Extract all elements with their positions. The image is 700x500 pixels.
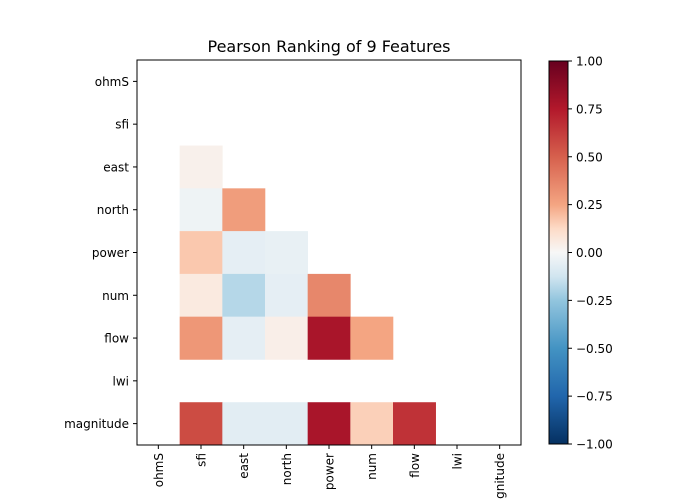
- colorbar: [548, 60, 569, 445]
- y-axis: ohmS sfi east north power num flow lwi magnitude: [64, 75, 137, 431]
- y-tick-label: ohmS: [95, 75, 129, 89]
- heatmap-cell: [265, 231, 308, 275]
- colorbar-tick-label: 0.25: [576, 198, 603, 212]
- heatmap-cell: [350, 402, 394, 446]
- x-tick-label: magnitude: [493, 453, 507, 500]
- heatmap-cell: [179, 316, 223, 360]
- colorbar-tick-label: 0.50: [576, 150, 603, 164]
- heatmap-cell: [265, 402, 308, 446]
- heatmap-cell: [179, 231, 223, 275]
- chart-title: Pearson Ranking of 9 Features: [207, 37, 450, 56]
- heatmap-cell: [307, 402, 351, 446]
- colorbar-tick-label: −1.00: [576, 438, 613, 452]
- y-tick-label: flow: [104, 332, 129, 346]
- heatmap-cell: [222, 273, 266, 317]
- heatmap-cell: [179, 402, 223, 446]
- heatmap-cell: [222, 188, 266, 232]
- colorbar-tick-label: −0.25: [576, 294, 613, 308]
- y-tick-label: power: [92, 246, 129, 260]
- x-tick-label: flow: [408, 453, 422, 478]
- x-tick-label: ohmS: [152, 453, 166, 487]
- colorbar-tick-label: −0.50: [576, 342, 613, 356]
- colorbar-tick-label: 0.75: [576, 102, 603, 116]
- y-tick-label: lwi: [113, 374, 129, 388]
- y-tick-label: num: [102, 289, 129, 303]
- x-tick-label: east: [237, 453, 251, 479]
- heatmap-cell: [265, 316, 308, 360]
- heatmap-cell: [265, 273, 308, 317]
- heatmap-cell: [179, 188, 223, 232]
- heatmap-cell: [222, 402, 266, 446]
- heatmap-cell: [307, 273, 351, 317]
- heatmap-cells: [179, 145, 436, 446]
- colorbar-tick-label: −0.75: [576, 390, 613, 404]
- x-tick-label: sfi: [195, 453, 209, 467]
- heatmap-cell: [307, 316, 351, 360]
- y-tick-label: magnitude: [64, 417, 129, 431]
- colorbar-tick-label: 1.00: [576, 55, 603, 69]
- x-tick-label: power: [323, 453, 337, 490]
- x-tick-label: north: [280, 453, 294, 485]
- x-tick-label: lwi: [451, 453, 465, 469]
- x-axis: ohmS sfi east north power num flow lwi magnitude: [152, 445, 507, 500]
- y-tick-label: sfi: [115, 118, 129, 132]
- heatmap-cell: [222, 231, 266, 275]
- heatmap-cell: [350, 316, 394, 360]
- colorbar-ticks: 1.00 0.75 0.50 0.25 0.00 −0.25 −0.50 −0.75 −1.00: [568, 55, 613, 452]
- heatmap-cell: [393, 402, 436, 446]
- x-tick-label: num: [365, 453, 379, 480]
- colorbar-tick-label: 0.00: [576, 246, 603, 260]
- y-tick-label: north: [97, 203, 129, 217]
- y-tick-label: east: [103, 160, 129, 174]
- heatmap-cell: [179, 273, 223, 317]
- heatmap-cell: [179, 145, 223, 189]
- heatmap-cell: [222, 316, 266, 360]
